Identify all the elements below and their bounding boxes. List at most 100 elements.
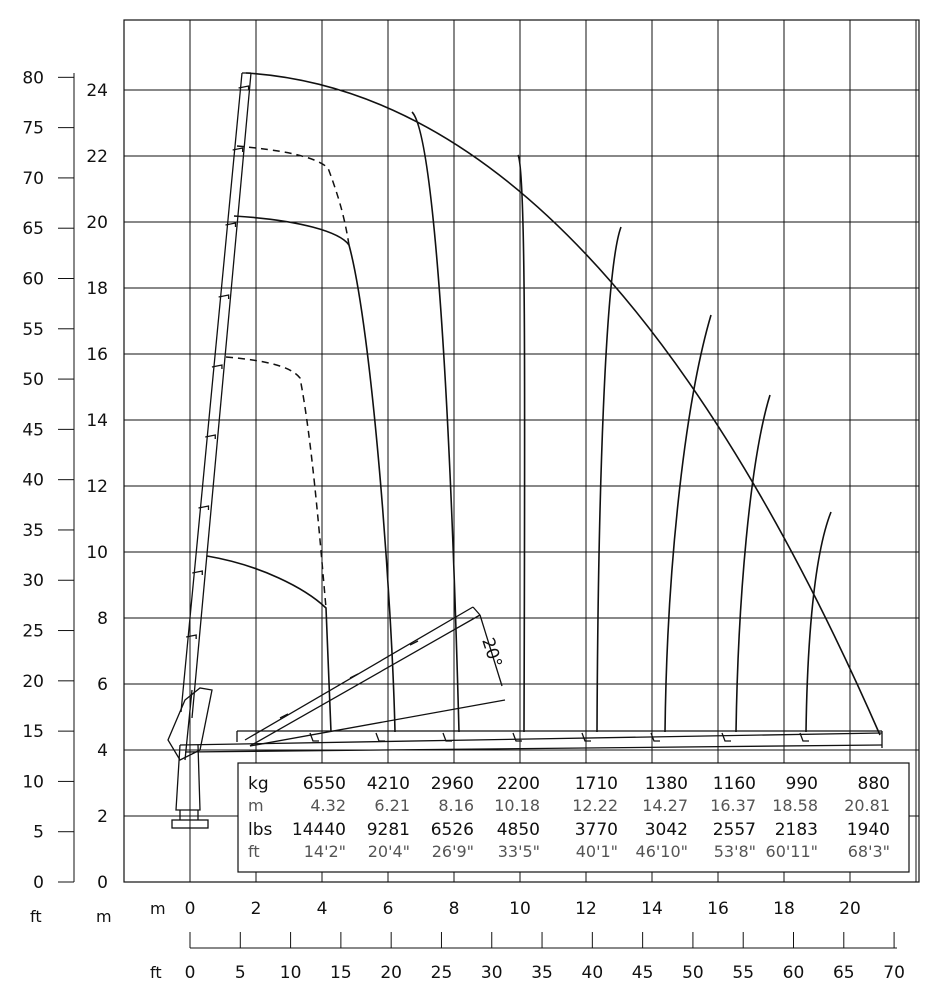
x-ft-tick-label: 60: [783, 963, 805, 983]
x-ft-tick-label: 5: [235, 963, 246, 983]
table-cell: 4.32: [310, 796, 346, 815]
x-ft-tick-labels: 0 5 10 15 20 25 30 35 40 45 50 55 60 65 70: [185, 963, 905, 983]
hboom-section-mark: [375, 732, 385, 742]
table-cell: 3042: [645, 820, 688, 840]
x-ft-tick-label: 20: [380, 963, 402, 983]
dashed-curves: [225, 145, 350, 609]
table-cell: 16.37: [710, 796, 756, 815]
table-cell: 20'4": [368, 842, 410, 861]
y-m-tick-label: 18: [86, 279, 108, 299]
table-cell: 1710: [575, 774, 618, 794]
dashed-curve-lower: [225, 356, 327, 609]
boom-section-mark: [198, 505, 210, 510]
y-m-tick-label: 2: [97, 807, 108, 827]
x-ft-tick-label: 65: [833, 963, 855, 983]
y-ft-tick-label: 20: [22, 672, 44, 692]
y-ft-tick-label: 60: [22, 269, 44, 289]
table-cell: 4210: [367, 774, 410, 794]
table-cell: 14.27: [642, 796, 688, 815]
dashed-curve-upper: [236, 145, 350, 246]
table-cell: 6.21: [374, 796, 410, 815]
x-ft-tick-label: 25: [431, 963, 453, 983]
capacity-table-rows: kg 6550 4210 2960 2200 1710 1380 1160 990 880 m 4.3…: [248, 774, 890, 861]
table-cell: 40'1": [576, 842, 618, 861]
angle-label: 20°: [477, 635, 505, 670]
x-m-tick-label: 18: [773, 899, 795, 919]
y-ft-tick-label: 45: [22, 420, 44, 440]
x-ft-tick-label: 55: [732, 963, 754, 983]
boom-section-mark: [218, 294, 230, 299]
y-ft-tick-label: 55: [22, 320, 44, 340]
x-m-tick-label: 10: [509, 899, 531, 919]
x-ft-tick-label: 10: [280, 963, 302, 983]
vertical-boom: [180, 72, 252, 719]
y-ft-tick-label: 10: [22, 772, 44, 792]
table-cell: 53'8": [714, 842, 756, 861]
plot-frame: [123, 19, 920, 883]
load-curve-2: [517, 154, 526, 733]
boom-section-mark: [186, 634, 197, 639]
x-m-tick-label: 16: [707, 899, 729, 919]
table-cell: 14'2": [304, 842, 346, 861]
hboom-section-mark: [442, 732, 452, 742]
x-ft-tick-label: 35: [531, 963, 553, 983]
x-ft-tick-label: 45: [632, 963, 654, 983]
y-ft-tick-labels: 0 5 10 15 20 25 30 35 40 45 50 55 60 65 70 75 80: [22, 68, 44, 893]
y-ft-tick-label: 0: [33, 873, 44, 893]
table-cell: 18.58: [772, 796, 818, 815]
table-cell: 1380: [645, 774, 688, 794]
y-ft-tick-label: 75: [22, 119, 44, 139]
y-m-tick-label: 14: [86, 411, 108, 431]
x-m-tick-label: 2: [251, 899, 262, 919]
boom-section-mark: [205, 434, 216, 439]
y-ft-tick-label: 25: [22, 622, 44, 642]
load-curve-5: [735, 394, 771, 733]
y-m-tick-label: 0: [97, 873, 108, 893]
y-m-tick-label: 24: [86, 81, 108, 101]
horizontal-boom: [179, 730, 883, 753]
bottom-m-unit: m: [150, 899, 166, 918]
left-axis: [58, 73, 75, 883]
load-curve-3: [596, 226, 622, 733]
table-cell: 880: [858, 774, 890, 794]
outer-envelope-curve: [245, 72, 881, 736]
curve-10m: [206, 555, 332, 733]
horizontal-boom-section-marks: [309, 732, 809, 742]
table-cell: 2960: [431, 774, 474, 794]
y-ft-tick-label: 15: [22, 722, 44, 742]
table-cell: 8.16: [438, 796, 474, 815]
x-m-tick-label: 14: [641, 899, 663, 919]
x-ft-tick-label: 40: [582, 963, 604, 983]
hboom-section-mark: [799, 732, 809, 742]
hboom-section-mark: [581, 732, 591, 742]
x-ft-tick-label: 50: [682, 963, 704, 983]
x-ft-tick-label: 70: [883, 963, 905, 983]
boom-section-mark: [211, 364, 223, 369]
table-cell: 26'9": [432, 842, 474, 861]
hboom-section-mark: [309, 732, 319, 742]
boom-section-mark: [232, 147, 244, 152]
y-m-tick-label: 8: [97, 609, 108, 629]
y-ft-tick-label: 5: [33, 823, 44, 843]
table-cell: 6550: [303, 774, 346, 794]
table-cell: 60'11": [766, 842, 818, 861]
table-cell: 990: [786, 774, 818, 794]
inclined-boom: [244, 606, 506, 747]
y-m-tick-label: 16: [86, 345, 108, 365]
y-ft-tick-label: 65: [22, 219, 44, 239]
x-ft-tick-label: 30: [481, 963, 503, 983]
y-m-tick-label: 6: [97, 675, 108, 695]
x-m-tick-label: 4: [317, 899, 328, 919]
x-m-tick-labels: 0 2 4 6 8 10 12 14 16 18 20: [185, 899, 861, 919]
y-ft-tick-label: 40: [22, 471, 44, 491]
load-curve-4: [664, 314, 712, 733]
left-ft-unit: ft: [30, 907, 42, 926]
table-row-label: ft: [248, 842, 260, 861]
x-ft-tick-label: 15: [330, 963, 352, 983]
y-ft-tick-label: 30: [22, 571, 44, 591]
load-curve-6: [805, 511, 832, 733]
table-cell: 9281: [367, 820, 410, 840]
table-cell: 12.22: [572, 796, 618, 815]
